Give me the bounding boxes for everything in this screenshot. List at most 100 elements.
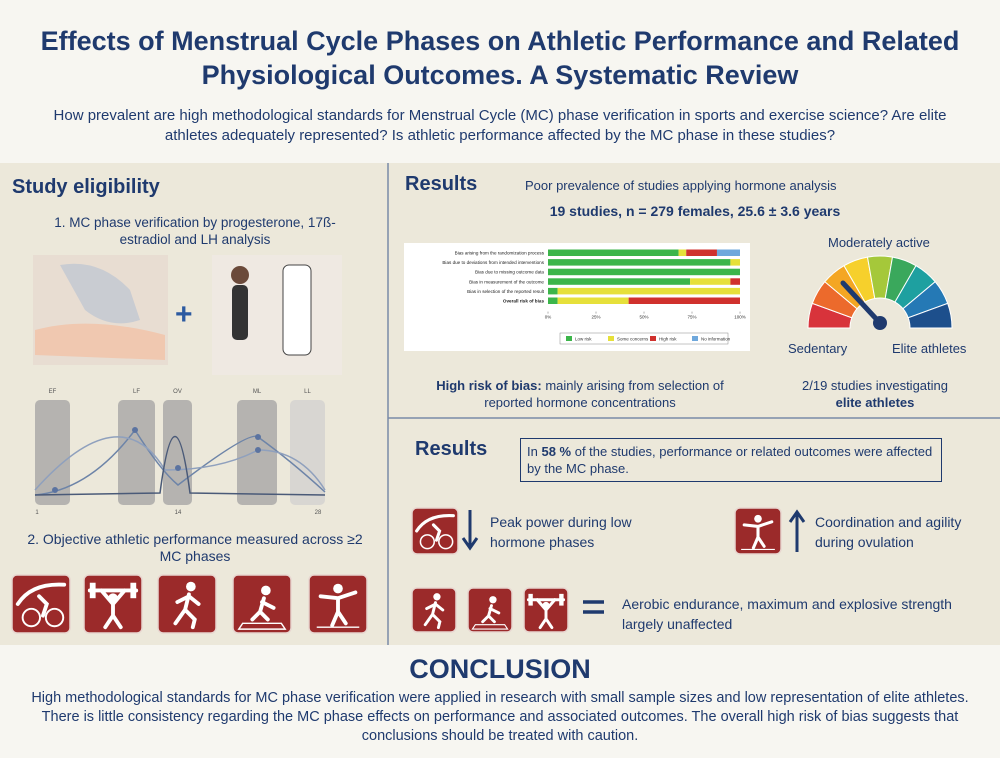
icon-part bbox=[15, 582, 67, 606]
gauge-label: Sedentary bbox=[788, 341, 848, 356]
legend-swatch bbox=[566, 336, 572, 341]
icon-part bbox=[44, 607, 65, 628]
phase-label: EF bbox=[49, 389, 57, 395]
bar-segment bbox=[628, 297, 740, 304]
bar-segment bbox=[548, 268, 740, 276]
bar-segment bbox=[548, 287, 558, 295]
legend-label: Low risk bbox=[575, 337, 592, 342]
questions: How prevalent are high methodological st… bbox=[53, 107, 947, 144]
y-tick-label: Overall risk of bias bbox=[503, 299, 545, 304]
icon-part bbox=[173, 592, 201, 630]
title: Effects of Menstrual Cycle Phases on Ath… bbox=[40, 26, 960, 90]
y-tick-label: Bias in selection of the reported result bbox=[467, 289, 545, 294]
icon-part bbox=[419, 534, 436, 550]
conclusion-text: High methodological standards for MC pha… bbox=[31, 690, 969, 744]
caption: 2/19 studies investigating elite athletes bbox=[770, 377, 980, 411]
x-label: 1 bbox=[35, 510, 39, 516]
point bbox=[255, 434, 261, 440]
icon-part bbox=[333, 583, 343, 594]
legend-swatch bbox=[608, 336, 614, 341]
legend-label: Some concerns bbox=[617, 337, 649, 342]
conclusion-heading: CONCLUSION bbox=[409, 654, 591, 684]
icon-part bbox=[535, 598, 557, 630]
test-strip bbox=[282, 264, 312, 356]
needle-hub bbox=[873, 316, 887, 330]
y-tick-label: Bias due to deviations from intended int… bbox=[442, 260, 544, 265]
step: 1. MC phase verification by progesterone… bbox=[54, 215, 336, 247]
gauge-segment bbox=[907, 302, 953, 329]
y-tick-label: Bias due to missing outcome data bbox=[475, 270, 544, 275]
icon-part bbox=[37, 594, 50, 618]
icon bbox=[411, 507, 459, 555]
caption-text: mainly arising from selection of reporte… bbox=[484, 378, 724, 410]
legend-swatch bbox=[692, 336, 698, 341]
text: of the studies, performance or related o… bbox=[527, 444, 933, 476]
step: 2. Objective athletic performance measur… bbox=[27, 531, 363, 564]
head bbox=[231, 266, 249, 284]
heading: Study eligibility bbox=[12, 176, 160, 198]
icon-part bbox=[481, 604, 501, 624]
caption: High risk of bias: mainly arising from s… bbox=[415, 377, 745, 411]
text: In bbox=[527, 444, 542, 459]
arrow-down bbox=[461, 510, 479, 551]
glove bbox=[60, 263, 140, 324]
stats: 19 studies, n = 279 females, 25.6 ± 3.6 … bbox=[549, 203, 841, 219]
bar-segment bbox=[557, 297, 629, 304]
x-tick-label: 0% bbox=[545, 315, 552, 320]
phase-band bbox=[290, 400, 325, 505]
point bbox=[255, 447, 261, 453]
caption-text: 2/19 studies investigating bbox=[802, 378, 948, 393]
phase-label: LL bbox=[304, 389, 311, 395]
icon-part bbox=[261, 585, 271, 596]
icon-part bbox=[528, 593, 533, 606]
text-bold: 58 % bbox=[541, 444, 572, 459]
icon-part bbox=[489, 596, 497, 604]
x-label: 14 bbox=[175, 510, 182, 516]
subtitle: Poor prevalence of studies applying horm… bbox=[525, 178, 837, 193]
y-tick-label: Bias in measurement of the outcome bbox=[469, 279, 544, 284]
finding: Aerobic endurance, maximum and explosive… bbox=[622, 596, 952, 632]
phase-label: ML bbox=[253, 389, 262, 395]
body bbox=[232, 285, 248, 340]
icon-part bbox=[250, 596, 276, 622]
arm bbox=[35, 323, 165, 360]
bar-segment bbox=[690, 278, 731, 285]
bar-segment bbox=[548, 278, 691, 285]
x-tick-label: 100% bbox=[734, 315, 746, 320]
curve bbox=[34, 428, 326, 496]
icon-part bbox=[559, 593, 564, 606]
equals bbox=[583, 600, 604, 614]
point bbox=[175, 465, 181, 471]
heading: Results bbox=[405, 173, 478, 195]
icon bbox=[11, 574, 71, 634]
gauge-label: Moderately active bbox=[828, 235, 930, 250]
bar-segment bbox=[548, 297, 558, 304]
icon-part bbox=[423, 601, 445, 630]
caption-bold: elite athletes bbox=[835, 395, 915, 410]
point bbox=[132, 427, 138, 433]
bar-segment bbox=[678, 249, 687, 256]
icon-part bbox=[471, 624, 509, 630]
phase-label: OV bbox=[173, 389, 182, 395]
x-tick-label: 75% bbox=[687, 315, 696, 320]
icon-part bbox=[415, 514, 455, 533]
icon-part bbox=[438, 534, 454, 550]
icon-part bbox=[754, 514, 762, 523]
legend-label: High risk bbox=[659, 337, 677, 342]
icon-part bbox=[99, 588, 127, 630]
needle bbox=[840, 280, 883, 326]
phase-label: LF bbox=[133, 389, 140, 395]
curve bbox=[34, 436, 326, 491]
icon-part bbox=[21, 607, 41, 628]
y-tick-label: Bias arising from the randomization proc… bbox=[455, 251, 545, 256]
plus: + bbox=[175, 298, 193, 331]
bar-segment bbox=[548, 249, 679, 256]
bar-segment bbox=[557, 287, 740, 295]
icon-part bbox=[431, 523, 442, 542]
heading: Results bbox=[415, 438, 488, 460]
legend-swatch bbox=[650, 336, 656, 341]
point bbox=[52, 487, 58, 493]
icon-part bbox=[742, 520, 774, 550]
